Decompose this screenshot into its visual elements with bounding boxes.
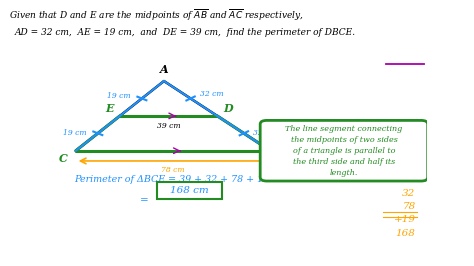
- Text: 39 cm: 39 cm: [157, 122, 180, 130]
- Text: E: E: [106, 103, 114, 114]
- FancyBboxPatch shape: [260, 120, 428, 181]
- FancyBboxPatch shape: [157, 182, 222, 199]
- Text: Perimeter of ΔBCE = 39 + 32 + 78 + 19: Perimeter of ΔBCE = 39 + 32 + 78 + 19: [74, 175, 269, 184]
- Text: 32 cm: 32 cm: [253, 129, 277, 137]
- Text: 78: 78: [402, 202, 416, 211]
- Text: 78 cm: 78 cm: [161, 166, 185, 174]
- Text: 19 cm: 19 cm: [107, 93, 131, 101]
- Text: +19: +19: [393, 215, 416, 224]
- Text: 39: 39: [402, 175, 416, 184]
- Text: C: C: [59, 153, 68, 164]
- Text: 32: 32: [402, 189, 416, 198]
- Text: A: A: [160, 64, 168, 75]
- Text: 168 cm: 168 cm: [170, 186, 209, 195]
- Text: B: B: [279, 153, 288, 164]
- Text: D: D: [223, 103, 233, 114]
- Text: Given that D and E are the midpoints of $\overline{AB}$ and $\overline{AC}$ resp: Given that D and E are the midpoints of …: [9, 8, 304, 23]
- Text: The line segment connecting
the midpoints of two sides
of a triangle is parallel: The line segment connecting the midpoint…: [285, 125, 402, 177]
- Text: 32 cm: 32 cm: [200, 90, 223, 98]
- Text: 168: 168: [396, 228, 416, 238]
- Text: 19 cm: 19 cm: [63, 129, 87, 137]
- Text: AD = 32 cm,  AE = 19 cm,  and  DE = 39 cm,  find the perimeter of DBCE.: AD = 32 cm, AE = 19 cm, and DE = 39 cm, …: [14, 28, 356, 37]
- Text: =: =: [140, 196, 149, 205]
